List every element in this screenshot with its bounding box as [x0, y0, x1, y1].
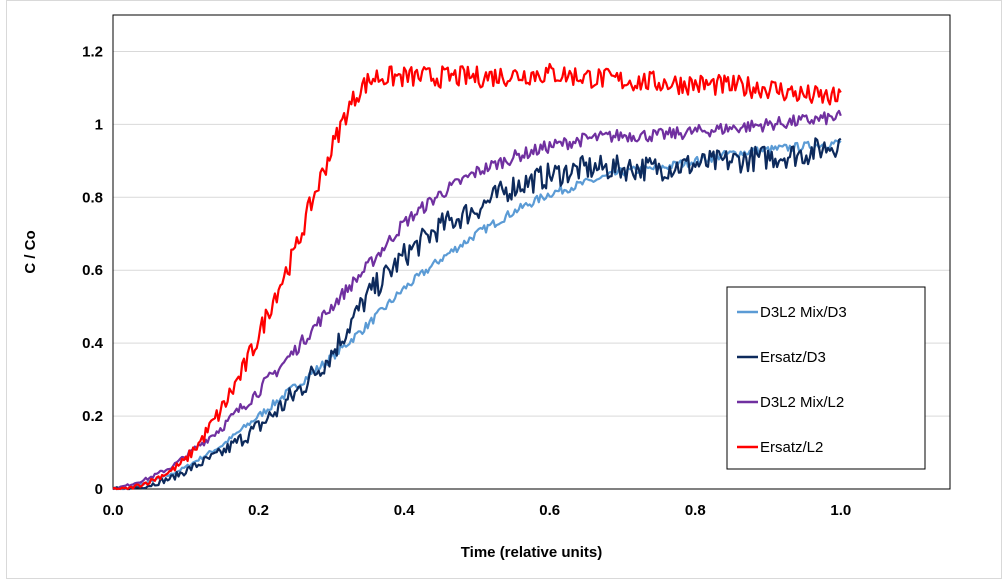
- x-axis-title: Time (relative units): [461, 544, 602, 561]
- plot-area: [112, 14, 951, 490]
- x-tick-label: 1.0: [830, 502, 851, 519]
- legend-label: Ersatz/L2: [760, 439, 823, 456]
- x-tick-label: 0.6: [539, 502, 560, 519]
- y-tick-label: 1.2: [82, 43, 103, 60]
- x-tick-label: 0.8: [685, 502, 706, 519]
- x-tick-label: 0.2: [248, 502, 269, 519]
- x-tick-label: 0.4: [394, 502, 416, 519]
- y-axis-ticks: 0 0.2 0.4 0.6 0.8 1 1.2: [82, 43, 104, 498]
- legend: D3L2 Mix/D3 Ersatz/D3 D3L2 Mix/L2 Ersatz/L2: [726, 286, 926, 470]
- legend-label: D3L2 Mix/D3: [760, 304, 847, 321]
- y-tick-label: 0.4: [82, 335, 104, 352]
- legend-label: D3L2 Mix/L2: [760, 394, 844, 411]
- y-tick-label: 0.6: [82, 262, 103, 279]
- series-line: [112, 139, 842, 491]
- legend-box: [726, 286, 926, 470]
- series-layer: [112, 62, 842, 491]
- x-axis-ticks: 0.0 0.2 0.4 0.6 0.8 1.0: [103, 502, 852, 519]
- y-tick-label: 0: [95, 481, 103, 498]
- legend-label: Ersatz/D3: [760, 349, 826, 366]
- x-tick-label: 0.0: [103, 502, 124, 519]
- series-line: [112, 62, 842, 491]
- series-line: [112, 109, 842, 490]
- y-axis-title: C / Co: [22, 230, 39, 273]
- y-tick-label: 1: [95, 116, 103, 133]
- y-tick-label: 0.8: [82, 189, 103, 206]
- y-tick-label: 0.2: [82, 408, 103, 425]
- series-line: [112, 137, 842, 491]
